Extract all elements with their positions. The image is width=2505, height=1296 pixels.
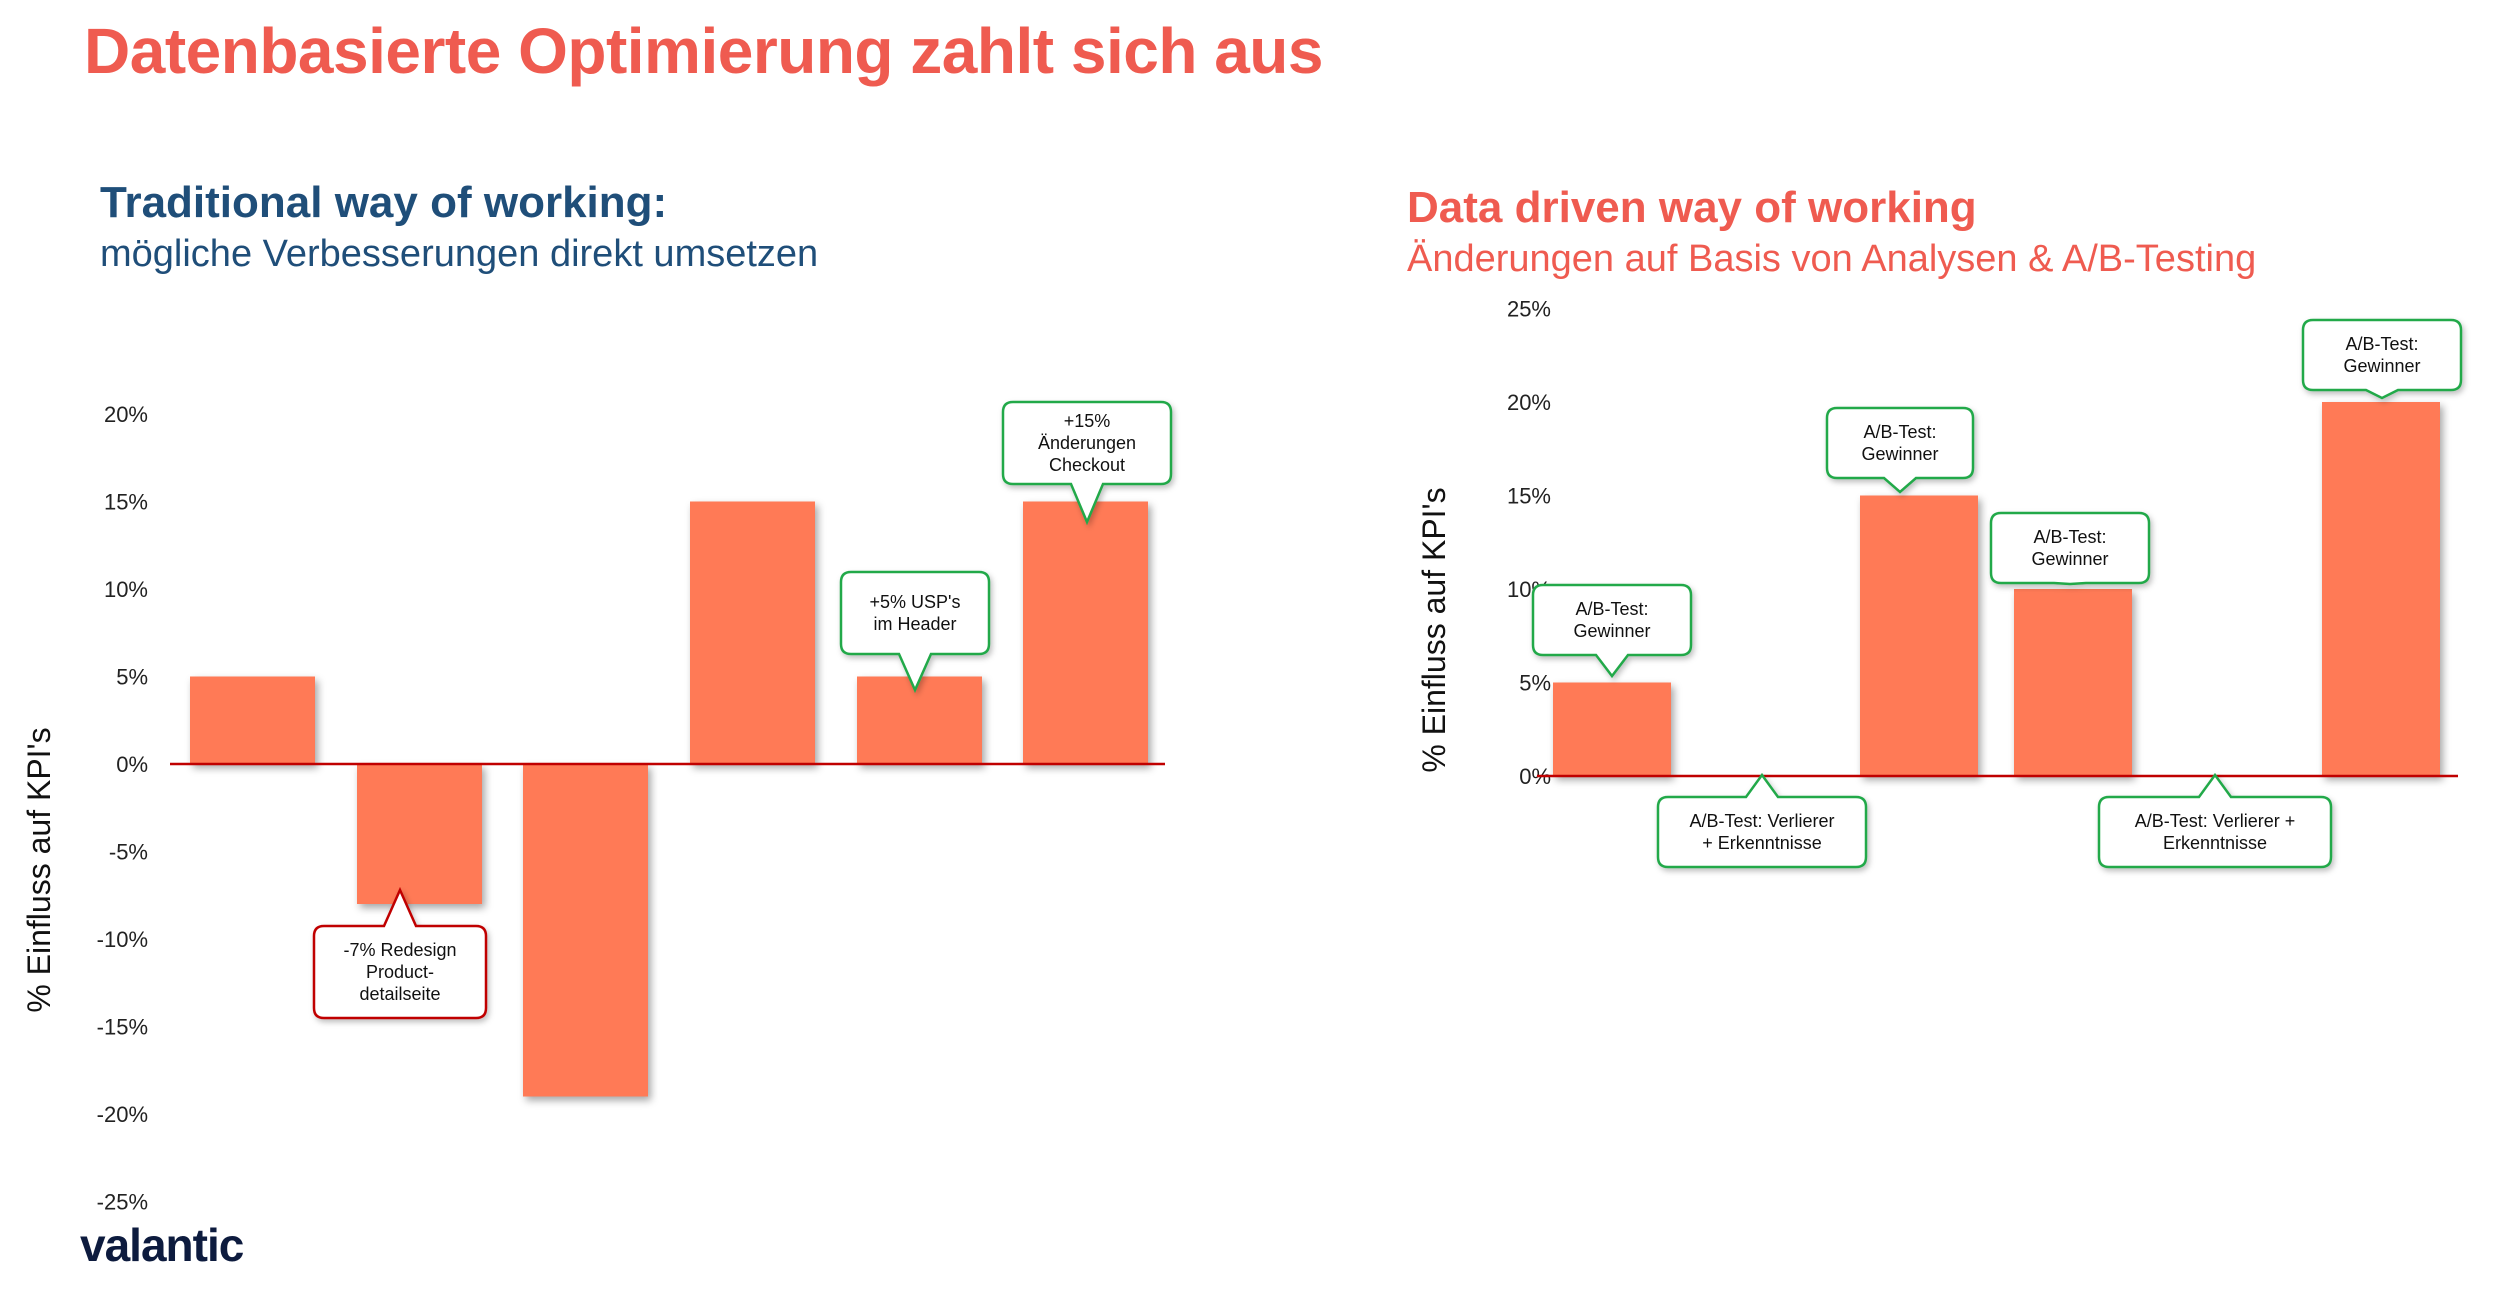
y-tick-label: -25% <box>97 1190 148 1215</box>
y-tick-label: -15% <box>97 1015 148 1040</box>
callout-text: im Header <box>873 614 956 634</box>
y-tick-label: 10% <box>104 577 148 602</box>
callout-box <box>1001 400 1173 526</box>
callout-text: Erkenntnisse <box>2163 833 2267 853</box>
callout-text: Gewinner <box>2031 549 2108 569</box>
callout-text: detailseite <box>359 984 440 1004</box>
left-panel-subtitle: mögliche Verbesserungen direkt umsetzen <box>100 233 819 275</box>
callout-text: Gewinner <box>1861 444 1938 464</box>
bar <box>690 501 815 764</box>
y-axis-label: % Einfluss auf KPI's <box>21 727 57 1012</box>
y-tick-label: 25% <box>1507 297 1551 322</box>
callout-text: A/B-Test: Verlierer + <box>2135 811 2296 831</box>
callout-text: Product- <box>366 962 434 982</box>
callout-text: Checkout <box>1049 455 1125 475</box>
callout-text: Gewinner <box>1573 621 1650 641</box>
callout-text: A/B-Test: Verlierer <box>1689 811 1834 831</box>
y-tick-label: -5% <box>109 840 148 865</box>
callout: A/B-Test:Gewinner <box>1989 511 2151 586</box>
callout-box <box>839 570 991 694</box>
callout: A/B-Test: Verlierer +Erkenntnisse <box>2097 772 2333 869</box>
page-title: Datenbasierte Optimierung zahlt sich aus <box>84 15 1323 87</box>
callout-box <box>2301 318 2463 400</box>
y-tick-label: 15% <box>104 490 148 515</box>
callout-text: +5% USP's <box>870 592 961 612</box>
callout: +5% USP'sim Header <box>839 570 991 694</box>
bar <box>190 676 315 764</box>
bar <box>857 676 982 764</box>
bar <box>2322 402 2440 776</box>
callout-text: A/B-Test: <box>1863 422 1936 442</box>
callout-box <box>1656 772 1868 869</box>
callout-text: A/B-Test: <box>2033 527 2106 547</box>
callout-box <box>1825 406 1975 494</box>
callout: A/B-Test:Gewinner <box>1531 583 1693 679</box>
callout-box <box>1989 511 2151 586</box>
y-axis-label: % Einfluss auf KPI's <box>1416 487 1452 772</box>
callout-text: A/B-Test: <box>2345 334 2418 354</box>
y-tick-label: 20% <box>104 402 148 427</box>
callout-text: -7% Redesign <box>343 940 456 960</box>
y-tick-label: 20% <box>1507 390 1551 415</box>
right-panel-subtitle: Änderungen auf Basis von Analysen & A/B-… <box>1407 238 2257 280</box>
y-tick-label: -20% <box>97 1102 148 1127</box>
bar <box>523 764 648 1097</box>
y-tick-label: 15% <box>1507 484 1551 509</box>
y-tick-label: 5% <box>116 665 148 690</box>
left-panel-title: Traditional way of working: <box>100 178 668 227</box>
callout-text: Änderungen <box>1038 433 1136 453</box>
callout-box <box>1531 583 1693 679</box>
right-panel-title: Data driven way of working <box>1407 183 1977 232</box>
y-tick-label: -10% <box>97 927 148 952</box>
callout-box <box>2097 772 2333 869</box>
bar <box>2014 589 2132 776</box>
callout-box <box>312 886 488 1020</box>
callout: A/B-Test:Gewinner <box>2301 318 2463 400</box>
left-chart: -25% -20% -15% -10% -5% 0% 5% 10% 15% 20% % Einflu… <box>21 400 1173 1215</box>
bar <box>1023 501 1148 764</box>
bar <box>357 764 482 904</box>
callout-text: Gewinner <box>2343 356 2420 376</box>
bar <box>1860 495 1978 776</box>
y-tick-label: 0% <box>116 752 148 777</box>
callout-text: + Erkenntnisse <box>1702 833 1822 853</box>
valantic-logo: valantic <box>80 1219 244 1271</box>
y-tick-label: 5% <box>1519 671 1551 696</box>
callout-text: +15% <box>1064 411 1111 431</box>
bar <box>1553 682 1671 776</box>
callout-text: A/B-Test: <box>1575 599 1648 619</box>
callout: A/B-Test: Verlierer+ Erkenntnisse <box>1656 772 1868 869</box>
right-chart: 0%5%10%15%20%25%% Einfluss auf KPI's A/B-… <box>1416 297 2463 869</box>
callout: A/B-Test:Gewinner <box>1825 406 1975 494</box>
